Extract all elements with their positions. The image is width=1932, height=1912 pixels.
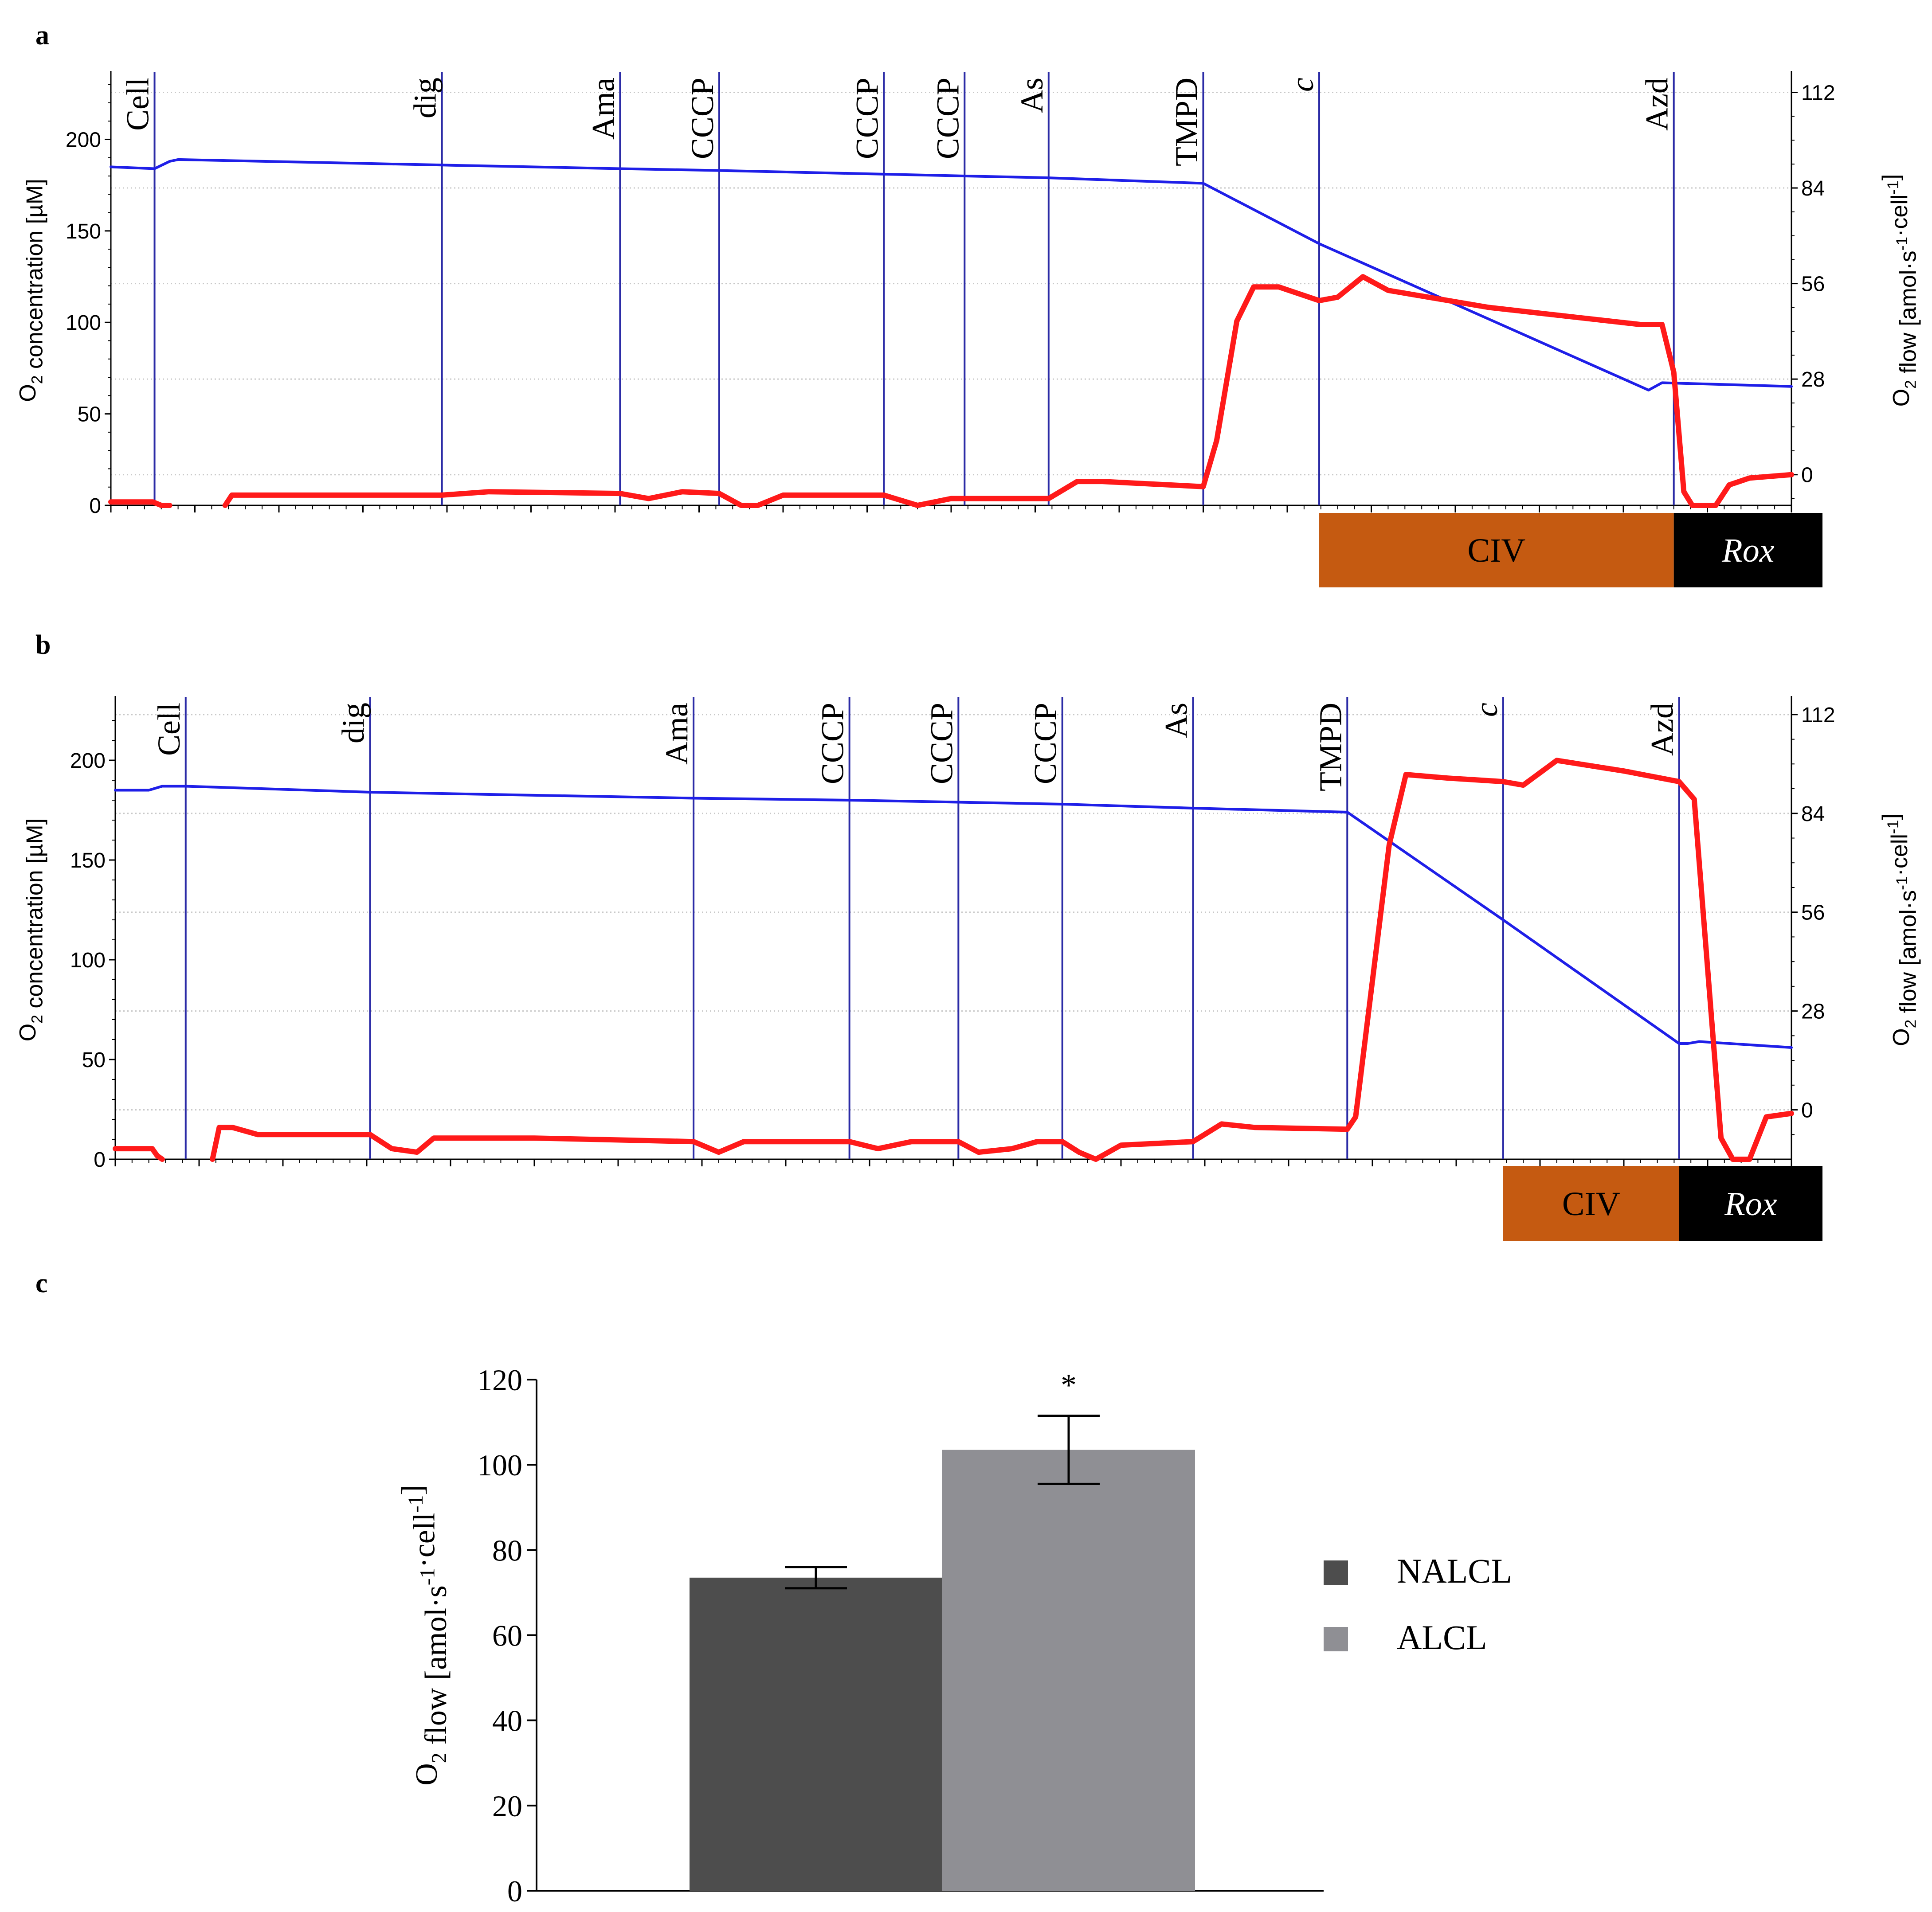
panel-c-letter: c [35, 1268, 48, 1298]
event-label: Cell [120, 78, 156, 131]
y-left-tick-label: 50 [82, 1048, 106, 1072]
event-label: CCCP [924, 703, 959, 784]
y-right-tick-label: 112 [1801, 704, 1835, 727]
y-axis-title: O2 flow [amol·s-1·cell-1] [396, 1485, 453, 1785]
event-label: Cell [151, 703, 187, 756]
event-label: c [1469, 703, 1504, 717]
event-label: CCCP [815, 703, 850, 784]
y-right-tick-label: 112 [1801, 81, 1835, 105]
y-right-tick-label: 0 [1801, 1099, 1813, 1122]
y-left-tick-label: 0 [94, 1148, 106, 1172]
y-axis-left-title: O2 concentration [µM] [15, 818, 48, 1041]
band-label: CIV [1562, 1185, 1620, 1223]
event-label: As [1159, 703, 1194, 738]
event-label: CCCP [1028, 703, 1063, 784]
event-label: Ama [659, 703, 694, 765]
y-left-tick-label: 200 [70, 749, 106, 773]
y-right-tick-label: 84 [1801, 802, 1825, 826]
event-label: dig [336, 703, 371, 743]
event-label: Azd [1645, 703, 1680, 756]
o2-concentration-line [114, 785, 1793, 1049]
y-left-tick-label: 100 [66, 311, 101, 335]
band-label: Rox [1721, 532, 1774, 569]
event-label: CCCP [930, 78, 965, 159]
y-right-tick-label: 0 [1801, 464, 1813, 487]
event-label: As [1014, 78, 1050, 113]
band-rox [1679, 1166, 1822, 1241]
band-civ [1503, 1166, 1679, 1241]
band-label: CIV [1467, 532, 1525, 569]
band-label: Rox [1724, 1185, 1777, 1223]
y-left-tick-label: 150 [70, 849, 106, 872]
legend-swatch [1324, 1627, 1348, 1651]
event-label: Ama [585, 78, 621, 140]
band-rox [1673, 513, 1822, 587]
significance-marker: * [1061, 1368, 1077, 1403]
panel-b: b 0 50 100 150 200 0 28 56 84 112 O2 concentration… [15, 630, 1921, 1241]
event-label: TMPD [1313, 703, 1348, 791]
y-left-tick-label: 200 [66, 128, 101, 152]
y-axis-right-title: O2 flow [amol·s-1·cell-1] [1878, 813, 1921, 1046]
panel-c: c 0 20 40 60 80 100 120 O2 flow [amol·s-1·cell-… [35, 1268, 1512, 1908]
o2-flow-line [108, 274, 1794, 508]
event-label: TMPD [1169, 78, 1204, 166]
y-tick-label: 120 [477, 1363, 522, 1397]
event-label: CCCP [849, 78, 885, 159]
y-right-tick-label: 56 [1801, 273, 1825, 296]
event-label: c [1285, 78, 1320, 92]
y-right-tick-label: 84 [1801, 177, 1825, 200]
y-tick-label: 100 [477, 1448, 522, 1482]
y-right-tick-label: 28 [1801, 1000, 1825, 1024]
y-tick-label: 0 [507, 1874, 522, 1908]
y-tick-label: 40 [492, 1704, 522, 1738]
y-left-tick-label: 0 [89, 494, 101, 518]
y-left-tick-label: 50 [78, 403, 101, 426]
y-tick-label: 60 [492, 1619, 522, 1653]
y-axis-right-title: O2 flow [amol·s-1·cell-1] [1878, 174, 1921, 407]
legend-label: ALCL [1397, 1618, 1487, 1657]
y-left-tick-label: 150 [66, 220, 101, 243]
legend-swatch [1324, 1560, 1348, 1585]
event-label: CCCP [685, 78, 720, 159]
panel-b-letter: b [35, 630, 51, 660]
panel-a-letter: a [35, 20, 49, 51]
y-tick-label: 20 [492, 1789, 522, 1823]
o2-concentration-line [110, 158, 1793, 391]
y-right-tick-label: 28 [1801, 368, 1825, 391]
bar-alcl [942, 1450, 1195, 1891]
bar-nalcl [690, 1577, 942, 1891]
y-right-tick-label: 56 [1801, 901, 1825, 925]
band-civ [1319, 513, 1674, 587]
event-label: dig [408, 78, 443, 118]
event-label: Azd [1639, 78, 1675, 131]
y-left-tick-label: 100 [70, 949, 106, 972]
y-axis-left-title: O2 concentration [µM] [15, 179, 48, 402]
legend-label: NALCL [1397, 1552, 1512, 1590]
y-tick-label: 80 [492, 1533, 522, 1567]
o2-flow-line [113, 758, 1794, 1162]
panel-a: a 0 50 100 150 200 0 28 56 84 112 O2 concentration… [15, 20, 1921, 587]
